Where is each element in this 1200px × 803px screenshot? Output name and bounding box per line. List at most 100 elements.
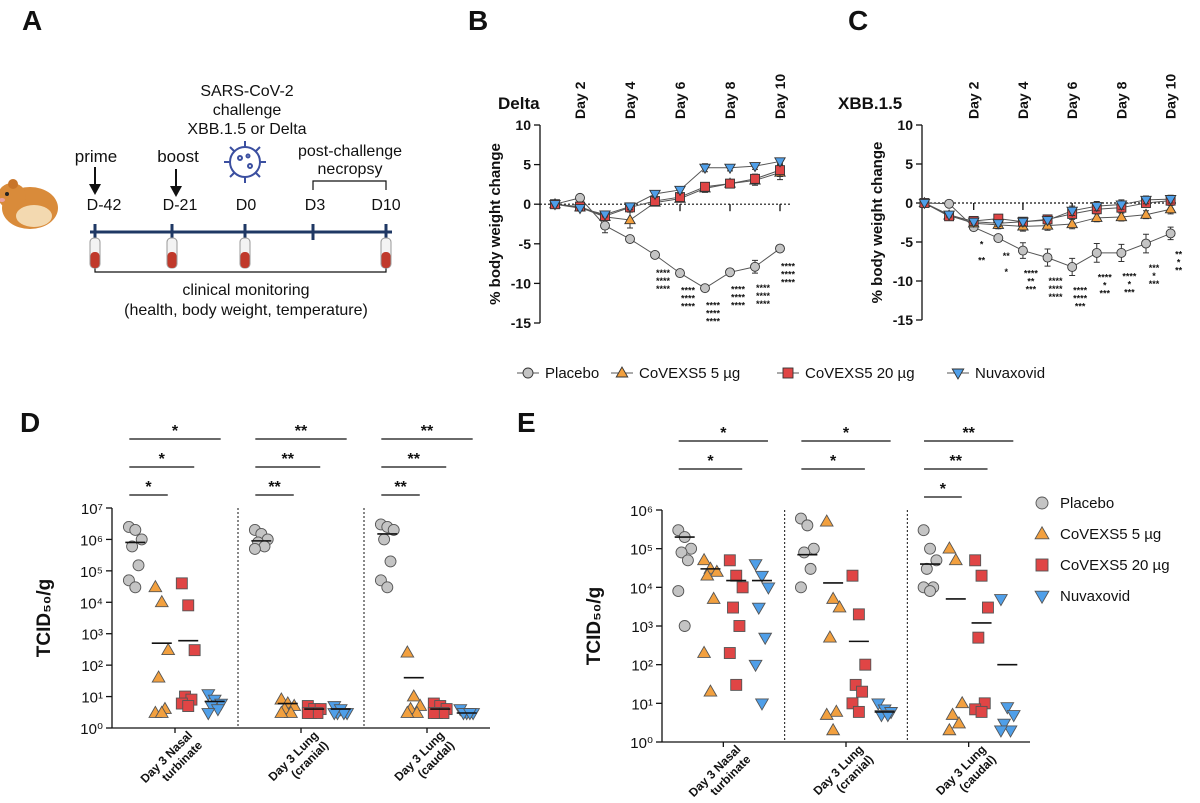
marker xyxy=(725,178,735,189)
marker xyxy=(725,267,735,278)
significance-stars: **** xyxy=(681,301,696,311)
y-tick-label: 10⁵ xyxy=(630,542,653,559)
marker xyxy=(600,220,610,231)
legend-label: CoVEXS5 5 µg xyxy=(639,365,740,382)
marker xyxy=(378,533,391,546)
marker xyxy=(182,599,195,612)
y-tick-label: 10¹ xyxy=(81,690,103,707)
marker xyxy=(696,552,712,566)
significance-label: ** xyxy=(394,479,407,496)
marker xyxy=(387,524,400,536)
significance-label: * xyxy=(830,453,837,470)
significance-label: ** xyxy=(268,479,281,496)
significance-stars: **** xyxy=(1024,268,1039,278)
significance-stars: *** xyxy=(1149,263,1160,273)
y-tick-label: 0 xyxy=(905,195,913,211)
marker xyxy=(955,695,970,709)
legend-label: CoVEXS5 20 µg xyxy=(1060,557,1170,574)
x-tick-label: Day 8 xyxy=(1113,81,1129,119)
blood-tubes xyxy=(89,237,392,269)
marker xyxy=(1090,202,1103,213)
arrow-head xyxy=(89,184,101,195)
series-line xyxy=(554,160,781,216)
marker xyxy=(575,192,585,203)
marker xyxy=(522,367,534,379)
hamster-icon xyxy=(0,179,58,229)
marker xyxy=(993,725,1009,738)
marker xyxy=(924,542,936,555)
marker xyxy=(132,559,145,572)
marker xyxy=(826,591,841,604)
marker xyxy=(775,243,785,254)
marker xyxy=(406,689,421,702)
marker xyxy=(675,268,685,279)
marker xyxy=(849,678,862,691)
marker xyxy=(945,707,960,720)
marker xyxy=(846,697,859,710)
marker xyxy=(723,647,736,659)
marker xyxy=(967,217,980,229)
marker xyxy=(918,198,931,210)
marker xyxy=(992,219,1005,230)
marker xyxy=(832,600,847,613)
y-tick-label: 10⁶ xyxy=(80,532,103,549)
significance-stars: * xyxy=(1128,280,1132,290)
significance-stars: **** xyxy=(781,262,796,272)
significance-stars: ** xyxy=(1175,266,1183,276)
marker xyxy=(826,722,841,736)
y-tick-label: 0 xyxy=(523,196,531,212)
marker xyxy=(400,645,415,658)
marker xyxy=(574,204,586,215)
marker xyxy=(126,540,139,553)
arrow xyxy=(94,167,177,188)
chart-title: XBB.1.5 xyxy=(838,94,902,113)
marker xyxy=(993,233,1004,244)
y-tick-label: 10³ xyxy=(81,627,103,644)
significance-stars: **** xyxy=(1049,284,1064,294)
x-tick-label: Day 2 xyxy=(572,81,588,119)
significance-label: ** xyxy=(421,423,434,440)
marker xyxy=(943,210,956,222)
marker xyxy=(829,704,844,717)
marker xyxy=(749,162,761,173)
significance-stars: **** xyxy=(656,268,671,278)
marker xyxy=(846,569,859,582)
y-tick-label: -15 xyxy=(511,315,531,331)
significance-label: * xyxy=(145,479,152,496)
prime-label: prime xyxy=(75,147,118,166)
significance-label: ** xyxy=(295,423,308,440)
significance-stars: ** xyxy=(1003,251,1011,261)
x-tick-label: Day 6 xyxy=(1064,81,1080,119)
marker xyxy=(1090,211,1103,222)
marker xyxy=(161,642,176,655)
marker xyxy=(761,582,776,595)
marker xyxy=(154,705,169,718)
y-tick-label: 10⁷ xyxy=(81,501,103,518)
series-line xyxy=(554,169,781,217)
significance-stars: **** xyxy=(1122,272,1137,282)
x-tick-label: Day 10 xyxy=(1163,74,1179,119)
significance-stars: **** xyxy=(781,270,796,280)
challenge-label: challenge xyxy=(213,102,282,119)
marker xyxy=(381,581,394,594)
panel-label: A xyxy=(22,5,42,36)
significance-stars: ** xyxy=(1175,250,1183,260)
significance-stars: **** xyxy=(1049,292,1064,302)
marker xyxy=(188,644,201,657)
marker xyxy=(678,620,691,632)
chart-title: Delta xyxy=(498,94,540,113)
significance-label: ** xyxy=(950,453,963,470)
marker xyxy=(736,581,749,594)
legend-label: Nuvaxovid xyxy=(975,365,1045,382)
marker xyxy=(1006,710,1021,723)
significance-stars: * xyxy=(1152,271,1156,281)
significance-stars: **** xyxy=(756,299,771,309)
significance-label: * xyxy=(159,451,166,468)
marker xyxy=(1000,702,1015,715)
marker xyxy=(148,579,163,593)
significance-stars: * xyxy=(1177,258,1181,268)
marker xyxy=(754,570,770,584)
significance-label: * xyxy=(940,481,947,498)
marker xyxy=(549,200,561,211)
y-tick-label: -5 xyxy=(901,234,914,250)
